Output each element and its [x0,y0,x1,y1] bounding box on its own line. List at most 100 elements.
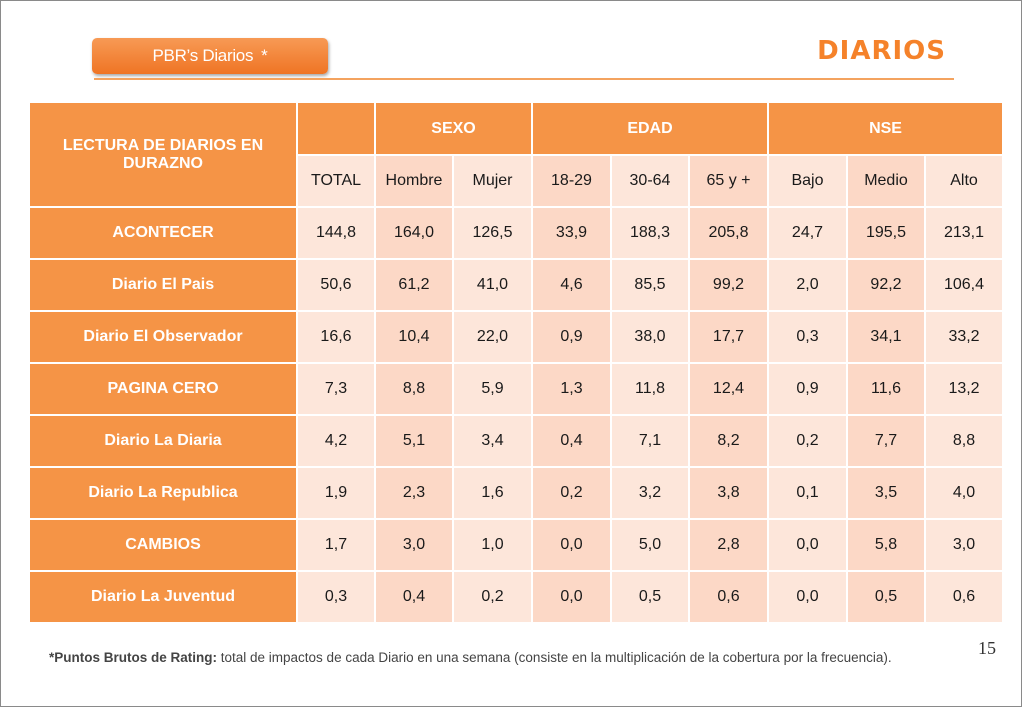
row-label: PAGINA CERO [28,362,298,416]
table-cell: 85,5 [610,258,690,312]
table-cell: 8,8 [374,362,454,416]
table-cell: 92,2 [846,258,926,312]
row-label: Diario La Republica [28,466,298,520]
table-cell: 164,0 [374,206,454,260]
table-cell: 4,6 [531,258,612,312]
title-divider [94,78,954,80]
table-cell: 126,5 [452,206,533,260]
table-row: Diario La Republica 1,9 2,3 1,6 0,2 3,2 3,8 0,1… [28,466,1005,520]
table-cell: 0,4 [531,414,612,468]
section-tag-button[interactable]: PBR’s Diarios * [92,38,328,74]
table-cell: 3,0 [923,518,1005,572]
table-cell: 1,9 [296,466,376,520]
table-cell: 24,7 [767,206,848,260]
table-cell: 12,4 [688,362,769,416]
table-cell: 33,9 [531,206,612,260]
table-cell: 3,5 [846,466,926,520]
table-cell: 213,1 [923,206,1005,260]
table-cell: 33,2 [923,310,1005,364]
table-cell: 5,0 [610,518,690,572]
table-cell: 7,7 [846,414,926,468]
table-row: Diario La Diaria 4,2 5,1 3,4 0,4 7,1 8,2 0,2 7,7… [28,414,1005,468]
table-cell: 0,6 [923,570,1005,624]
table-cell: 5,9 [452,362,533,416]
column-header: 18-29 [531,154,612,208]
table-cell: 3,8 [688,466,769,520]
column-header: Bajo [767,154,848,208]
table-cell: 0,9 [767,362,848,416]
table-cell: 38,0 [610,310,690,364]
page-number: 15 [978,638,996,658]
table-cell: 7,3 [296,362,376,416]
group-header-total [296,101,376,156]
table-cell: 3,0 [374,518,454,572]
table-cell: 22,0 [452,310,533,364]
row-label: Diario La Juventud [28,570,298,624]
table-cell: 10,4 [374,310,454,364]
table-cell: 205,8 [688,206,769,260]
table-cell: 0,2 [531,466,612,520]
group-header-nse: NSE [766,101,1005,156]
table-row: Diario El Pais 50,6 61,2 41,0 4,6 85,5 99,2 2,0… [28,258,1005,312]
table-cell: 0,0 [767,518,848,572]
row-label: Diario El Observador [28,310,298,364]
table-cell: 11,8 [610,362,690,416]
table-cell: 2,3 [374,466,454,520]
table-cell: 2,8 [688,518,769,572]
table-corner-label: LECTURA DE DIARIOS EN DURAZNO [28,101,298,208]
section-tag-label: PBR’s Diarios [152,46,254,65]
column-header: TOTAL [296,154,376,208]
table-cell: 0,2 [767,414,848,468]
table-cell: 13,2 [923,362,1005,416]
table-cell: 5,8 [846,518,926,572]
table-cell: 3,2 [610,466,690,520]
section-tag-star: * [261,46,268,65]
footnote: *Puntos Brutos de Rating: total de impac… [49,649,954,667]
table-cell: 0,5 [610,570,690,624]
table-cell: 0,2 [452,570,533,624]
table-cell: 17,7 [688,310,769,364]
table-cell: 3,4 [452,414,533,468]
table-row: PAGINA CERO 7,3 8,8 5,9 1,3 11,8 12,4 0,9 11,6 13… [28,362,1005,416]
table-cell: 1,7 [296,518,376,572]
table-cell: 1,3 [531,362,612,416]
table-cell: 8,2 [688,414,769,468]
column-header: Alto [923,154,1005,208]
column-header: 30-64 [610,154,690,208]
footnote-term: *Puntos Brutos de Rating: [49,650,217,665]
row-label: ACONTECER [28,206,298,260]
table-cell: 1,0 [452,518,533,572]
table-cell: 0,0 [531,518,612,572]
table-cell: 0,5 [846,570,926,624]
table-cell: 11,6 [846,362,926,416]
table-cell: 16,6 [296,310,376,364]
table-cell: 4,0 [923,466,1005,520]
table-cell: 34,1 [846,310,926,364]
row-label: Diario La Diaria [28,414,298,468]
table-cell: 0,6 [688,570,769,624]
row-label: Diario El Pais [28,258,298,312]
row-label: CAMBIOS [28,518,298,572]
table-cell: 0,3 [296,570,376,624]
table-cell: 195,5 [846,206,926,260]
column-header: Mujer [452,154,533,208]
table-cell: 41,0 [452,258,533,312]
table-cell: 0,0 [531,570,612,624]
table-row: Diario El Observador 16,6 10,4 22,0 0,9 38,0 1… [28,310,1005,364]
group-header-edad: EDAD [531,101,769,156]
table-cell: 0,3 [767,310,848,364]
table-cell: 61,2 [374,258,454,312]
table-cell: 2,0 [767,258,848,312]
table-cell: 4,2 [296,414,376,468]
table-row: CAMBIOS 1,7 3,0 1,0 0,0 5,0 2,8 0,0 5,8 3,0 [28,518,1005,572]
table-row: Diario La Juventud 0,3 0,4 0,2 0,0 0,5 0,6 0,0 0… [28,570,1005,624]
column-header: 65 y + [688,154,769,208]
page-title: DIARIOS [817,36,946,66]
table-cell: 144,8 [296,206,376,260]
group-header-sexo: SEXO [374,101,533,156]
table-cell: 188,3 [610,206,690,260]
table-cell: 0,1 [767,466,848,520]
table-cell: 106,4 [923,258,1005,312]
table-row: ACONTECER 144,8 164,0 126,5 33,9 188,3 205,8 24… [28,206,1005,260]
